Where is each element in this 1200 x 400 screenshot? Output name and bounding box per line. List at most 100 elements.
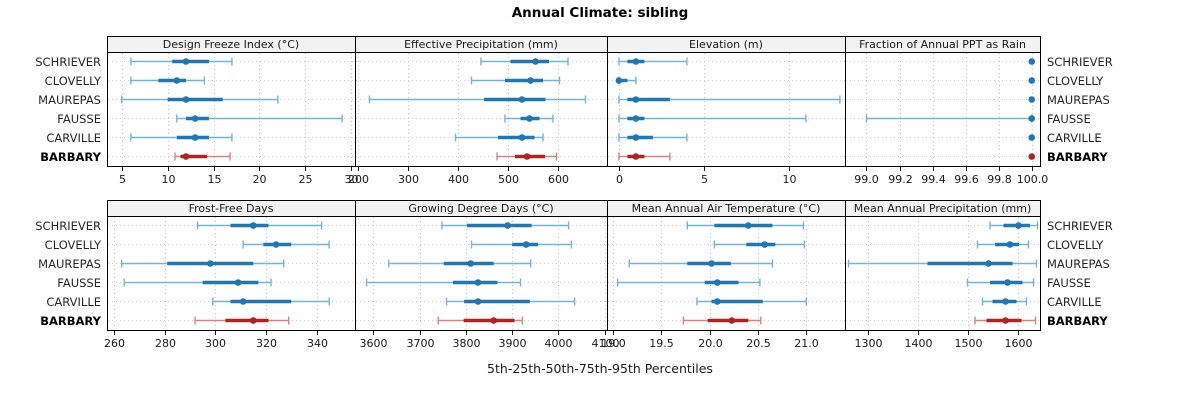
- panel-design-freeze-index-c: Design Freeze Index (°C) 5 10 15 20 25 30: [107, 36, 359, 186]
- panel-mean-annual-air-temperature-c: Mean Annual Air Temperature (°C) 19.0 19.5…: [601, 200, 846, 350]
- percentile-row-barbary: [974, 316, 1037, 325]
- percentile-row-maurepas: [388, 259, 532, 268]
- axis-tick-label: 4100: [592, 337, 620, 350]
- median-dot: [713, 279, 721, 286]
- panel-gridlines: 19.0 19.5 20.0 20.5 21.0: [601, 217, 845, 350]
- panel-strip-title: Frost-Free Days: [189, 202, 274, 215]
- panel-plot-area: [607, 216, 846, 331]
- median-dot: [191, 134, 199, 141]
- panel-strip-title: Effective Precipitation (mm): [404, 38, 558, 51]
- axis-tick-label: 20.0: [698, 337, 723, 350]
- percentile-row-carville: [212, 297, 330, 306]
- axis-tick-label: 99.6: [954, 173, 979, 186]
- panel-gridlines: 5 10 15 20 25 30: [108, 53, 359, 186]
- percentile-row-fausse: [365, 278, 522, 287]
- panel-plot-area: [107, 52, 356, 167]
- axis-tick-label: 1500: [955, 337, 983, 350]
- percentile-row-maurepas: [628, 259, 774, 268]
- median-dot: [615, 77, 623, 84]
- row-label-right-maurepas: MAUREPAS: [1047, 92, 1110, 107]
- percentile-row-clovelly: [470, 76, 561, 85]
- axis-tick-label: 340: [307, 337, 328, 350]
- percentile-row-schriever: [1028, 58, 1036, 65]
- percentile-row-carville: [454, 133, 544, 142]
- median-dot: [182, 58, 190, 65]
- median-dot: [713, 298, 721, 305]
- panel-gridlines: 260 280 300 320 340: [104, 217, 355, 350]
- panel-plot-area: [107, 216, 356, 331]
- percentile-row-schriever: [480, 57, 569, 66]
- axis-tick-label: 99.2: [888, 173, 913, 186]
- median-dot: [532, 58, 539, 65]
- median-dot: [249, 222, 257, 229]
- row-label-right-barbary: BARBARY: [1047, 149, 1108, 164]
- row-label-left-maurepas: MAUREPAS: [38, 256, 101, 271]
- row-label-right-barbary: BARBARY: [1047, 313, 1108, 328]
- median-dot: [239, 298, 247, 305]
- panel-mean-annual-precipitation-mm: Mean Annual Precipitation (mm) 1300 1400 15…: [845, 200, 1041, 350]
- median-dot: [985, 260, 992, 267]
- percentile-row-clovelly: [713, 240, 806, 249]
- median-dot: [632, 153, 640, 160]
- percentile-row-clovelly: [130, 76, 206, 85]
- percentile-row-clovelly: [615, 76, 637, 85]
- panel-strip-title: Growing Degree Days (°C): [408, 202, 553, 215]
- row-label-right-carville: CARVILLE: [1047, 130, 1102, 145]
- axis-tick-label: 4000: [545, 337, 573, 350]
- axis-tick-label: 260: [104, 337, 125, 350]
- median-dot: [1006, 241, 1014, 248]
- percentile-row-clovelly: [1028, 77, 1036, 84]
- percentile-row-maurepas: [1028, 96, 1036, 103]
- percentile-row-carville: [1028, 134, 1036, 141]
- row-label-left-schriever: SCHRIEVER: [35, 218, 101, 233]
- axis-tick-label: 15: [208, 173, 222, 186]
- percentile-row-maurepas: [847, 259, 1038, 268]
- panel-elevation-m: Elevation (m) 0 5 10: [607, 36, 846, 186]
- percentile-row-barbary: [1028, 153, 1036, 160]
- percentile-row-maurepas: [120, 95, 279, 104]
- panel-plot-area: [355, 52, 608, 167]
- row-label-right-maurepas: MAUREPAS: [1047, 256, 1110, 271]
- axis-tick-label: 400: [448, 173, 469, 186]
- axis-tick-label: 1400: [905, 337, 933, 350]
- axis-tick-label: 1300: [855, 337, 883, 350]
- median-dot: [1002, 298, 1009, 305]
- row-label-left-barbary: BARBARY: [40, 313, 101, 328]
- axis-tick-label: 280: [155, 337, 176, 350]
- median-dot: [744, 222, 752, 229]
- axis-tick-label: 100.0: [1017, 173, 1049, 186]
- panel-fraction-of-annual-ppt-as-rain: Fraction of Annual PPT as Rain 99.0 99.2 99…: [845, 36, 1048, 186]
- row-label-left-fausse: FAUSSE: [57, 111, 101, 126]
- row-label-right-fausse: FAUSSE: [1047, 275, 1091, 290]
- median-dot: [527, 77, 534, 84]
- percentile-row-schriever: [196, 221, 323, 230]
- percentile-row-barbary: [437, 316, 524, 325]
- row-label-right-schriever: SCHRIEVER: [1047, 218, 1113, 233]
- median-dot: [191, 115, 199, 122]
- median-dot: [632, 134, 640, 141]
- percentile-row-schriever: [989, 221, 1039, 230]
- axis-tick-label: 25: [299, 173, 313, 186]
- row-label-right-schriever: SCHRIEVER: [1047, 54, 1113, 69]
- panel-gridlines: 0 5 10: [608, 53, 845, 186]
- percentile-row-barbary: [174, 152, 231, 161]
- percentile-row-schriever: [686, 221, 805, 230]
- median-dot: [632, 58, 640, 65]
- percentile-row-barbary: [194, 316, 290, 325]
- percentile-row-fausse: [123, 278, 272, 287]
- panel-strip-title: Elevation (m): [689, 38, 763, 51]
- axis-tick-label: 99.8: [987, 173, 1012, 186]
- percentile-row-fausse: [966, 278, 1035, 287]
- median-dot: [632, 115, 640, 122]
- percentile-row-fausse: [504, 114, 554, 123]
- percentile-row-fausse: [176, 114, 343, 123]
- axis-tick-label: 3600: [360, 337, 388, 350]
- median-dot: [504, 222, 511, 229]
- percentile-row-carville: [130, 133, 233, 142]
- row-label-left-clovelly: CLOVELLY: [44, 73, 101, 88]
- axis-tick-label: 5: [701, 173, 708, 186]
- axis-tick-label: 200: [348, 173, 369, 186]
- axis-tick-label: 19.5: [649, 337, 674, 350]
- median-dot: [1002, 317, 1009, 324]
